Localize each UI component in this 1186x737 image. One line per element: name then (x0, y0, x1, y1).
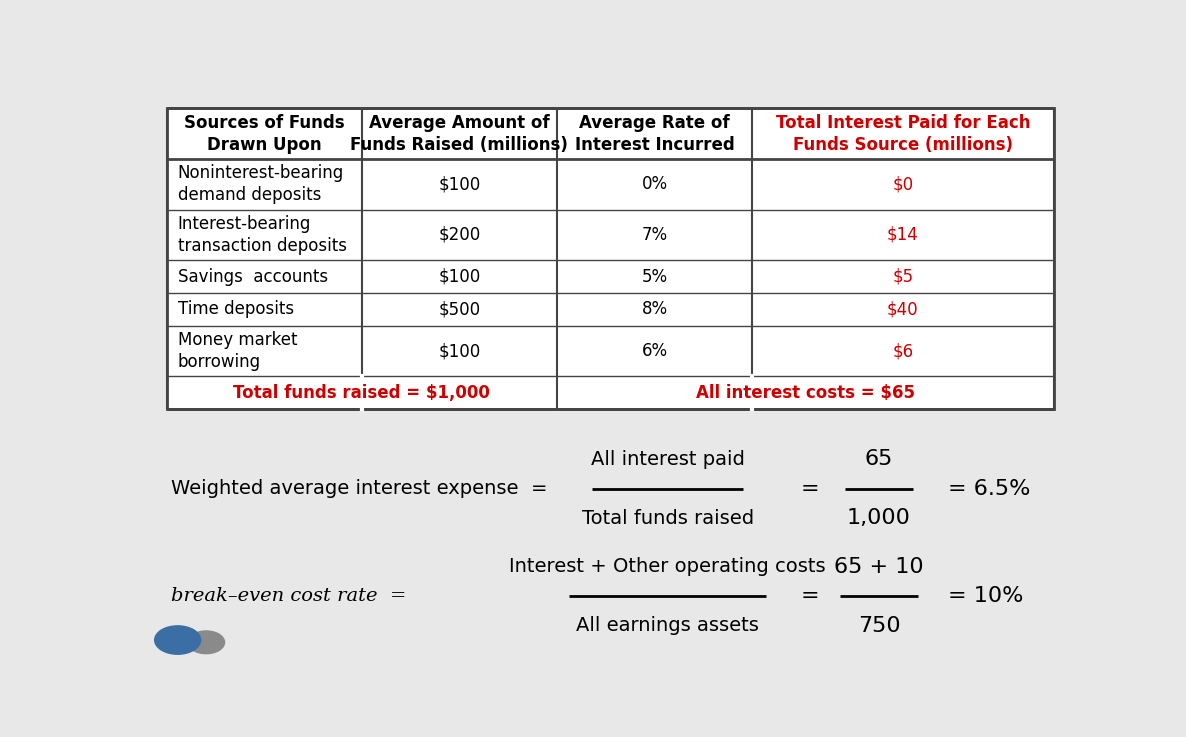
Circle shape (187, 631, 224, 654)
Text: Money market
borrowing: Money market borrowing (178, 331, 298, 371)
Text: Interest-bearing
transaction deposits: Interest-bearing transaction deposits (178, 215, 346, 255)
Text: Average Rate of
Interest Incurred: Average Rate of Interest Incurred (574, 113, 734, 154)
Text: 0%: 0% (642, 175, 668, 193)
Text: =: = (801, 478, 820, 498)
Text: 1,000: 1,000 (847, 508, 911, 528)
Text: All earnings assets: All earnings assets (576, 616, 759, 635)
Text: 750: 750 (857, 616, 900, 636)
Text: $500: $500 (439, 301, 480, 318)
Text: $100: $100 (438, 268, 480, 286)
Text: 6%: 6% (642, 342, 668, 360)
Text: Weighted average interest expense  =: Weighted average interest expense = (171, 479, 548, 498)
Text: Time deposits: Time deposits (178, 301, 294, 318)
Text: $0: $0 (892, 175, 913, 193)
Text: Total funds raised = $1,000: Total funds raised = $1,000 (234, 384, 490, 402)
Text: 7%: 7% (642, 226, 668, 244)
Bar (166, 108, 1053, 409)
Text: All interest paid: All interest paid (591, 450, 745, 469)
Text: Total funds raised: Total funds raised (581, 509, 753, 528)
Text: $5: $5 (892, 268, 913, 286)
Text: 8%: 8% (642, 301, 668, 318)
Text: $40: $40 (887, 301, 919, 318)
Text: $6: $6 (892, 342, 913, 360)
Text: All interest costs = $65: All interest costs = $65 (696, 384, 914, 402)
Text: Noninterest-bearing
demand deposits: Noninterest-bearing demand deposits (178, 164, 344, 204)
Text: Total Interest Paid for Each
Funds Source (millions): Total Interest Paid for Each Funds Sourc… (776, 113, 1031, 154)
Text: 65 + 10: 65 + 10 (834, 557, 924, 577)
Text: Savings  accounts: Savings accounts (178, 268, 327, 286)
Text: $14: $14 (887, 226, 919, 244)
Text: Average Amount of
Funds Raised (millions): Average Amount of Funds Raised (millions… (350, 113, 568, 154)
Text: 65: 65 (865, 449, 893, 469)
Text: =: = (801, 587, 820, 607)
Text: $100: $100 (438, 342, 480, 360)
Text: Sources of Funds
Drawn Upon: Sources of Funds Drawn Upon (184, 113, 344, 154)
Text: = 6.5%: = 6.5% (948, 478, 1031, 498)
Text: $200: $200 (438, 226, 480, 244)
Text: 5%: 5% (642, 268, 668, 286)
Text: break–even cost rate  =: break–even cost rate = (171, 587, 407, 605)
Text: $100: $100 (438, 175, 480, 193)
Circle shape (154, 626, 200, 654)
Text: = 10%: = 10% (948, 587, 1024, 607)
Text: Interest + Other operating costs: Interest + Other operating costs (509, 557, 825, 576)
